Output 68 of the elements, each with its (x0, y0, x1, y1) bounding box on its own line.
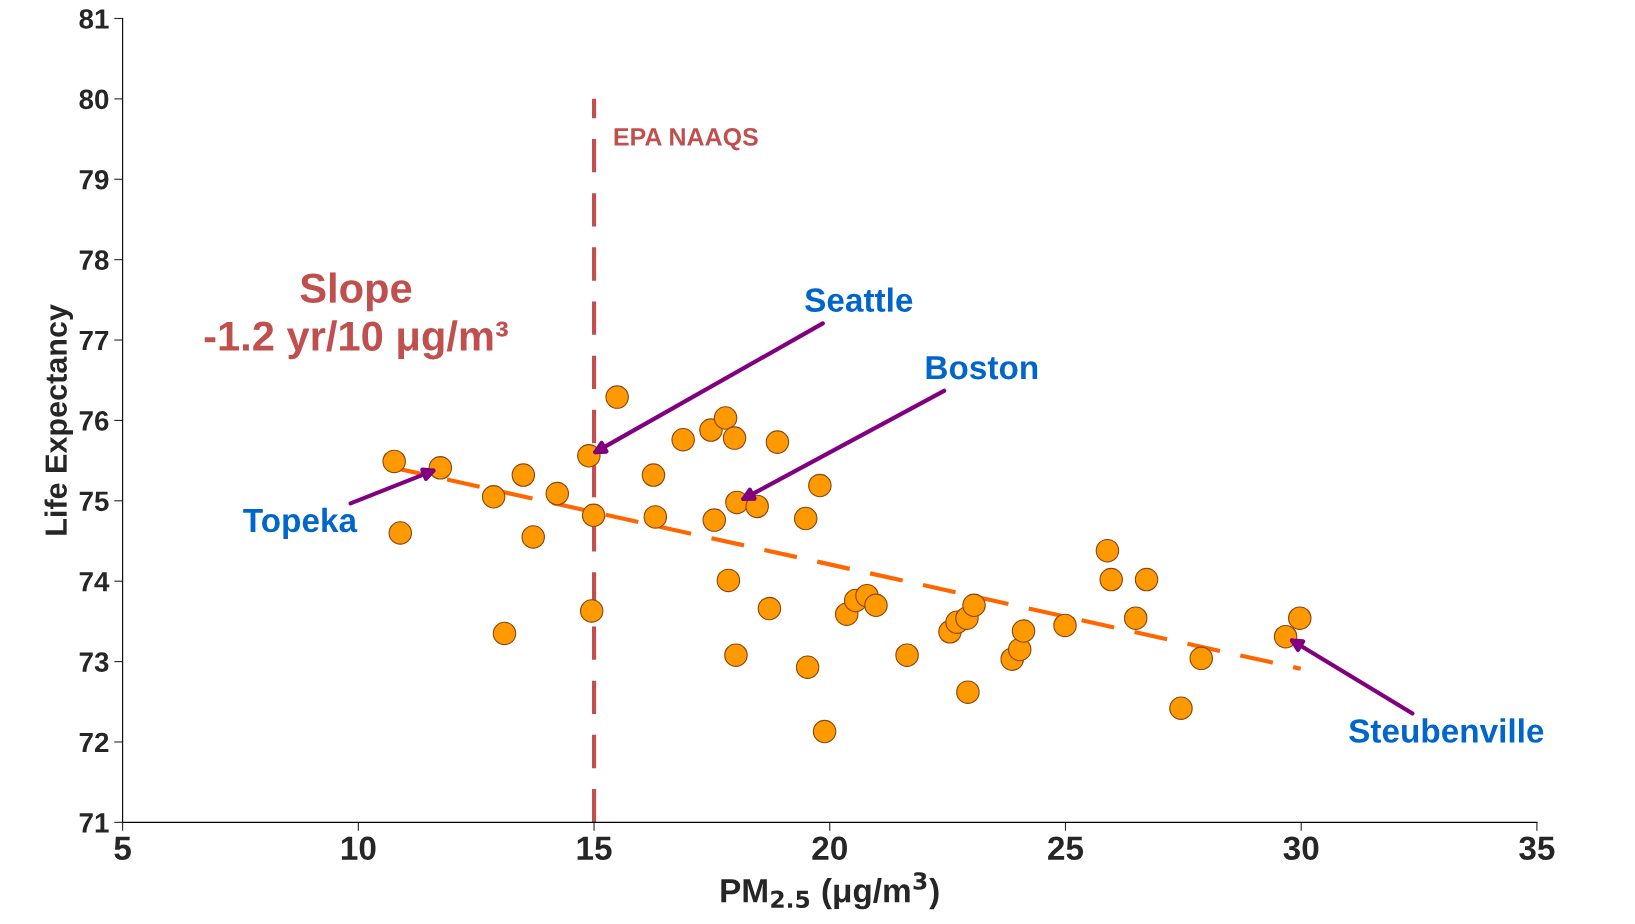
y-axis-title: Life Expectancy (44, 304, 73, 535)
point (699, 418, 723, 442)
point (581, 503, 606, 528)
x-tick-label: 30 (1283, 836, 1319, 861)
point (577, 444, 601, 468)
x-tick-label: 5 (114, 836, 131, 861)
y-tick-label: 71 (79, 813, 109, 833)
annotation: Seattle (805, 287, 913, 312)
point (793, 506, 818, 531)
y-tick-label: 77 (79, 330, 109, 351)
point (722, 426, 747, 450)
point (521, 525, 545, 549)
y-tick-label: 81 (79, 9, 109, 29)
y-tick-label: 79 (79, 169, 109, 190)
point (1123, 606, 1148, 630)
point (671, 427, 695, 452)
x-tick-label: 10 (341, 836, 376, 861)
y-tick-label: 75 (79, 491, 109, 512)
point (1169, 696, 1193, 720)
point (1288, 606, 1312, 630)
y-tick-label: 73 (79, 652, 109, 672)
point (388, 521, 413, 545)
x-axis-title: PM$_{2.5}$ (μg/m$^{3}$) (721, 872, 939, 910)
point (492, 621, 517, 646)
x-tick-label: 15 (577, 836, 612, 861)
point (481, 485, 506, 509)
point (1099, 567, 1123, 592)
point (795, 655, 820, 679)
point (713, 406, 738, 430)
annotation: Steubenville (1349, 718, 1544, 743)
point (702, 508, 727, 532)
ref-line-label: EPA NAAQS (614, 128, 758, 151)
point (724, 643, 748, 667)
x-tick-label: 20 (812, 836, 847, 861)
point (641, 463, 666, 487)
point (511, 463, 536, 487)
y-tick-label: 72 (79, 732, 109, 753)
annotation: Boston (926, 356, 1038, 380)
point (812, 719, 837, 744)
point (1095, 538, 1120, 563)
point (1011, 619, 1036, 643)
x-tick-label: 25 (1048, 836, 1084, 861)
x-tick-label: 35 (1519, 836, 1555, 861)
point (382, 449, 406, 474)
point (1189, 646, 1213, 671)
annotation: Slope -1.2 yr/10 μg/m³ (204, 272, 508, 360)
annotation: Topeka (243, 507, 358, 539)
point (428, 456, 453, 480)
point (765, 430, 790, 454)
point (1053, 613, 1077, 638)
point (745, 494, 769, 519)
point (1273, 624, 1298, 649)
point (757, 596, 782, 621)
y-tick-label: 80 (79, 89, 109, 110)
point (864, 593, 888, 618)
y-tick-label: 78 (79, 250, 109, 270)
point (1134, 567, 1159, 592)
point (605, 385, 629, 409)
point (895, 643, 919, 667)
point (808, 473, 832, 498)
point (962, 593, 986, 618)
point (579, 599, 604, 623)
point (643, 505, 668, 529)
y-tick-label: 76 (79, 411, 109, 431)
point (716, 568, 741, 593)
point (545, 481, 570, 506)
y-tick-label: 74 (79, 572, 110, 592)
point (956, 680, 980, 704)
